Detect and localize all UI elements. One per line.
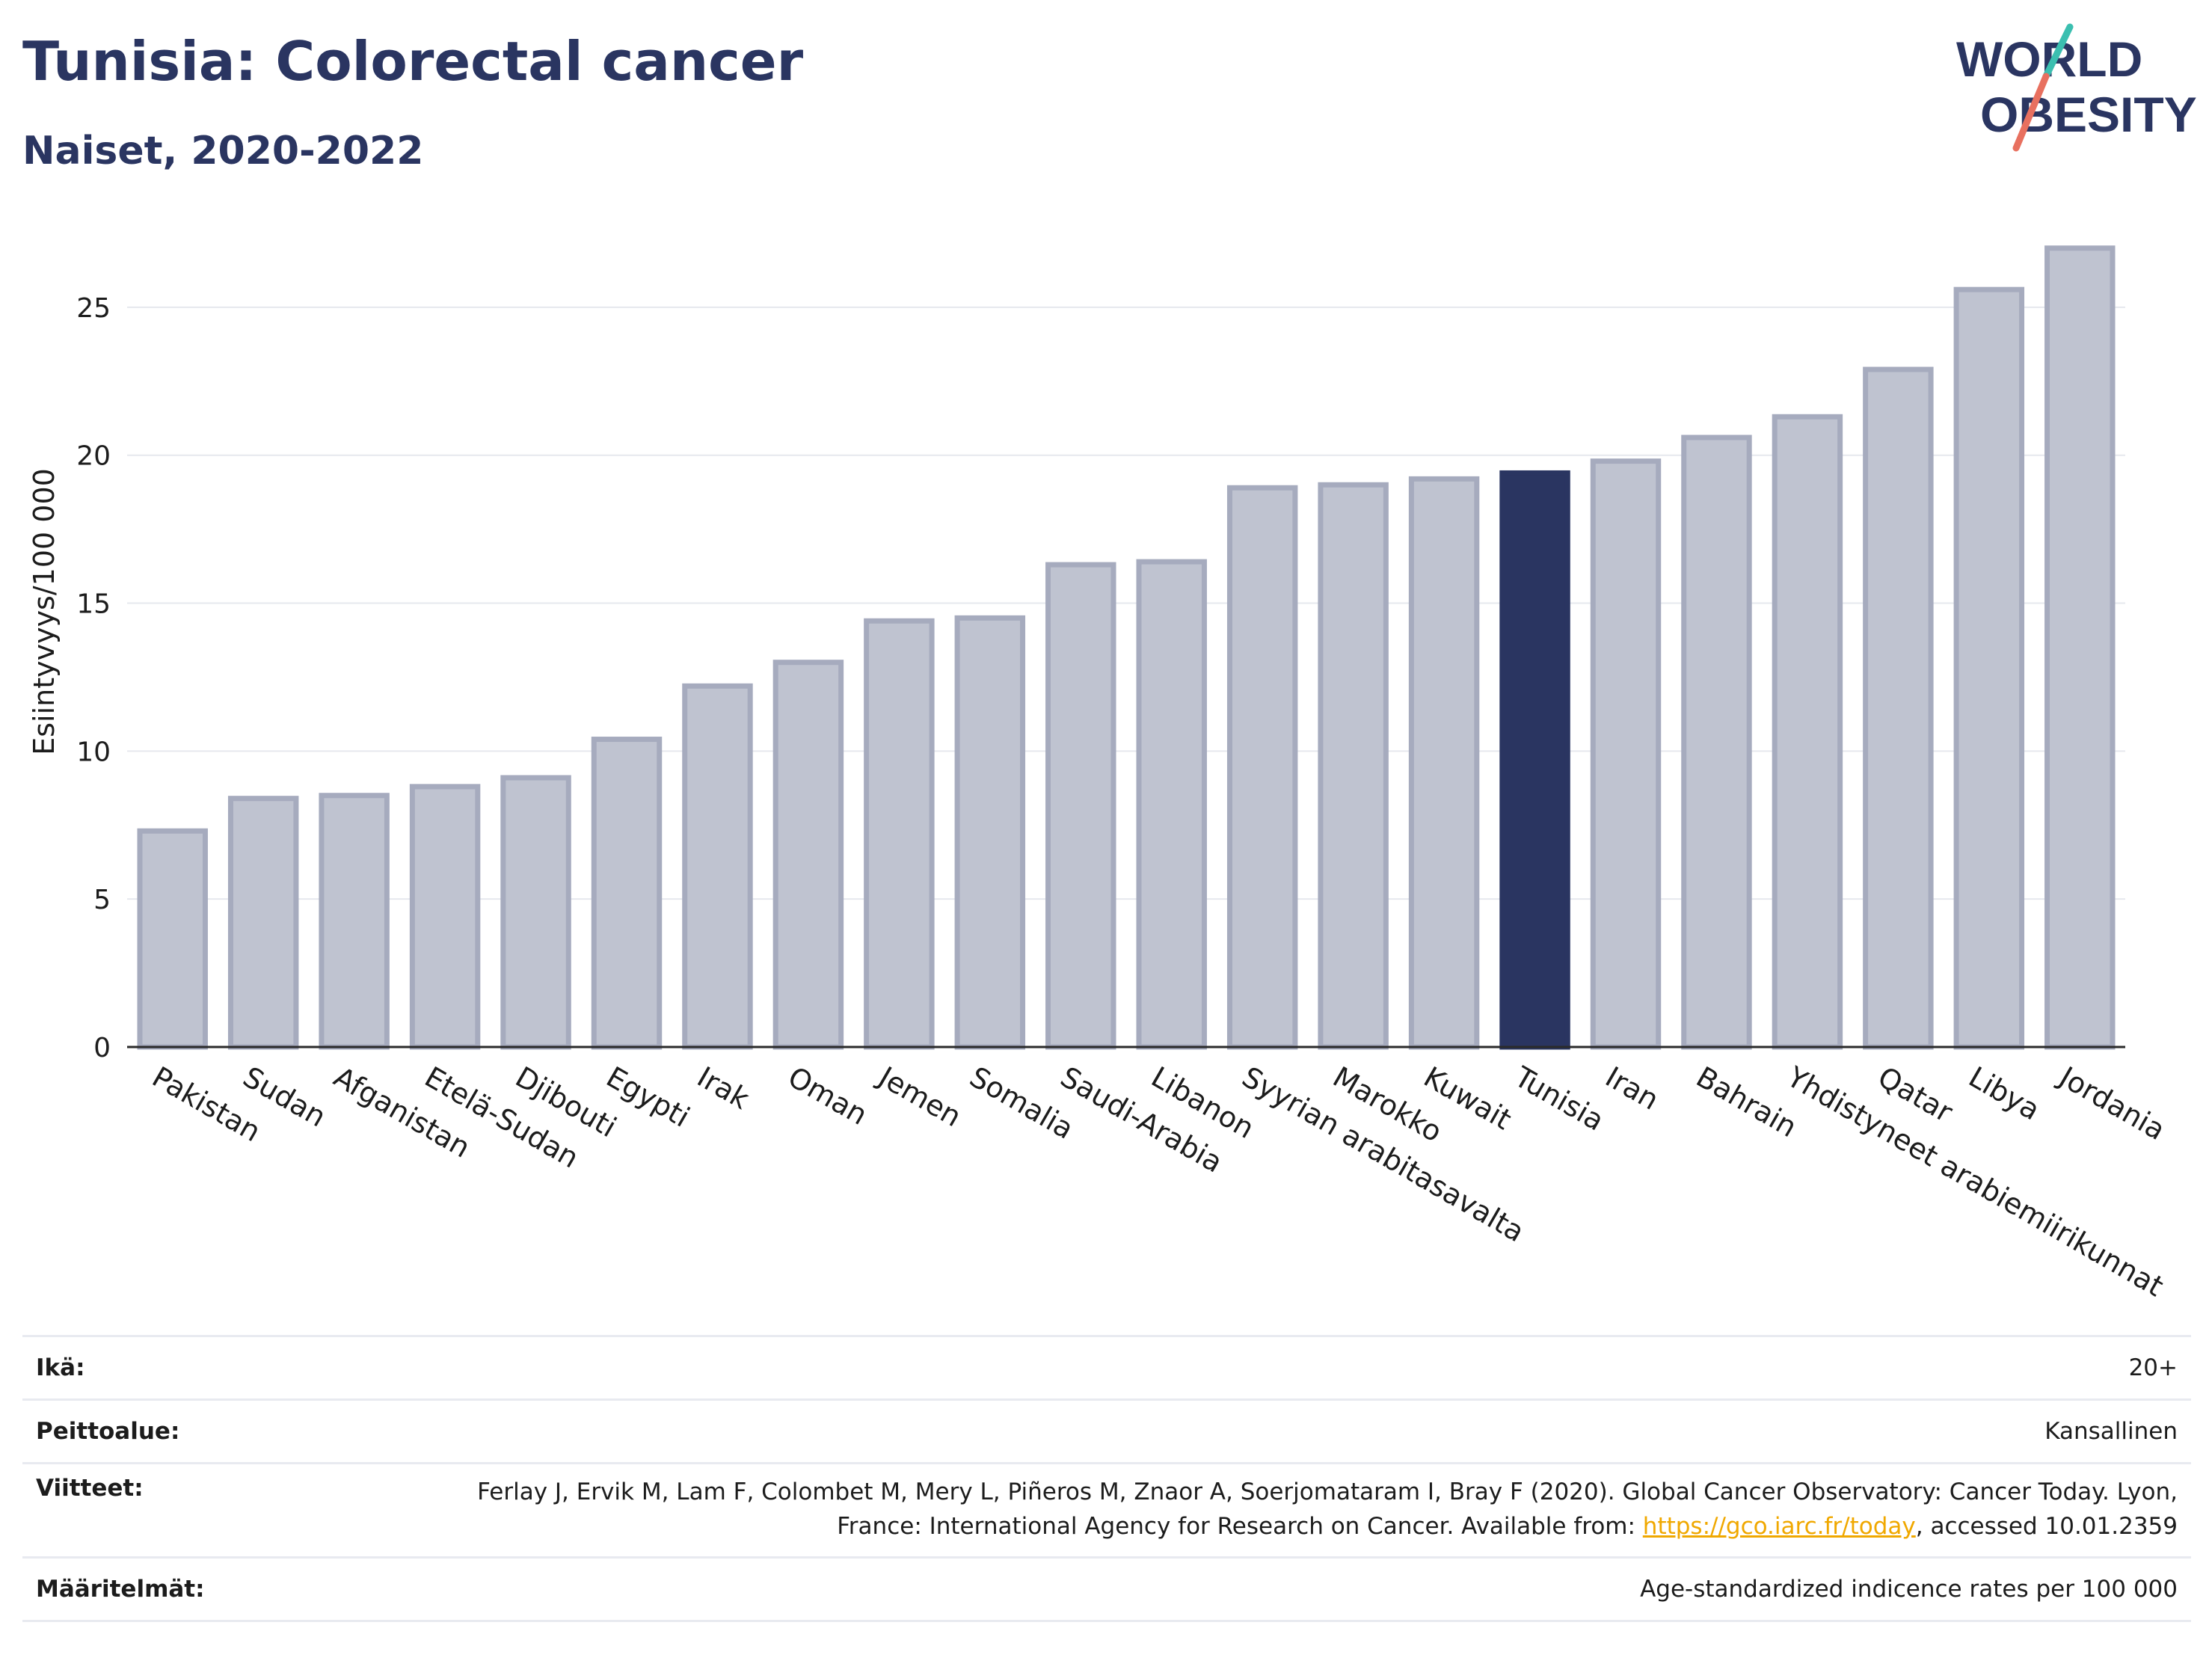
y-tick-label: 20 (76, 441, 111, 472)
bar-tunisia[interactable] (1499, 470, 1570, 1050)
x-tick-label: Jemen (872, 1060, 967, 1134)
bar-irak[interactable] (682, 683, 753, 1050)
y-tick-label: 15 (76, 589, 111, 620)
bar-pakistan[interactable] (137, 828, 208, 1050)
x-tick-label: Jordania (2053, 1060, 2171, 1146)
x-tick-label: Tunisia (1508, 1060, 1609, 1137)
x-tick-label: Irak (692, 1060, 755, 1116)
bar-chart: 0510152025PakistanSudanAfganistanEtelä-S… (28, 245, 2171, 1303)
bar-kuwait[interactable] (1408, 476, 1480, 1050)
x-tick-label: Oman (782, 1060, 873, 1132)
y-axis-label: Esiintyvyys/100 000 (28, 468, 61, 755)
bar-libanon[interactable] (1136, 559, 1207, 1050)
logo-line2: OBESITY (1980, 87, 2197, 142)
meta-label: Peittoalue: (36, 1418, 180, 1445)
logo-slash-bottom (2012, 73, 2050, 152)
y-tick-label: 25 (76, 293, 111, 324)
world-obesity-logo: WORLD OBESITY (1956, 23, 2197, 152)
meta-row-age: Ikä: 20+ (22, 1335, 2191, 1398)
y-tick-label: 0 (93, 1033, 111, 1063)
bar-oman[interactable] (772, 660, 844, 1050)
bar-djibouti[interactable] (500, 775, 571, 1050)
reference-accessed: , accessed 10.01.2359 (1915, 1513, 2178, 1540)
bar-qatar[interactable] (1863, 366, 1934, 1050)
bar-jordania[interactable] (2044, 245, 2116, 1050)
y-tick-label: 10 (76, 737, 111, 767)
chart-title: Tunisia: Colorectal cancer (22, 30, 804, 93)
meta-row-references: Viitteet: Ferlay J, Ervik M, Lam F, Colo… (22, 1462, 2191, 1556)
bar-yhdistyneet-arabiemiirikunnat[interactable] (1772, 414, 1843, 1050)
bar-afganistan[interactable] (319, 793, 390, 1050)
bar-marokko[interactable] (1318, 482, 1389, 1050)
bar-etelä-sudan[interactable] (409, 784, 481, 1050)
x-tick-label: Somalia (964, 1060, 1079, 1146)
x-tick-label: Bahrain (1691, 1060, 1802, 1144)
bar-bahrain[interactable] (1681, 435, 1752, 1050)
metadata-table: Ikä: 20+ Peittoalue: Kansallinen Viittee… (22, 1335, 2191, 1622)
meta-value: Kansallinen (2044, 1418, 2178, 1445)
logo-line1: WORLD (1956, 31, 2142, 87)
bar-saudi-arabia[interactable] (1045, 562, 1116, 1050)
bar-syyrian-arabitasavalta[interactable] (1226, 485, 1298, 1050)
bar-sudan[interactable] (227, 796, 299, 1050)
meta-label: Ikä: (36, 1354, 85, 1381)
x-tick-label: Libya (1963, 1060, 2045, 1127)
axes: 0510152025PakistanSudanAfganistanEtelä-S… (76, 293, 2171, 1303)
bar-libya[interactable] (1953, 286, 2025, 1050)
bar-iran[interactable] (1590, 458, 1662, 1050)
meta-row-coverage: Peittoalue: Kansallinen (22, 1398, 2191, 1462)
bar-somalia[interactable] (954, 615, 1026, 1050)
chart-subtitle: Naiset, 2020-2022 (22, 129, 424, 174)
reference-link[interactable]: https://gco.iarc.fr/today (1642, 1513, 1916, 1540)
y-tick-label: 5 (93, 885, 111, 915)
bars (137, 245, 2116, 1050)
meta-label: Määritelmät: (36, 1576, 205, 1603)
logo-slash-top (2042, 23, 2074, 80)
meta-label: Viitteet: (36, 1475, 144, 1502)
reference-text: Ferlay J, Ervik M, Lam F, Colombet M, Me… (477, 1479, 2178, 1540)
meta-value: Age-standardized indicence rates per 100… (1640, 1576, 2178, 1603)
meta-row-definitions: Määritelmät: Age-standardized indicence … (22, 1556, 2191, 1622)
bar-jemen[interactable] (864, 618, 935, 1050)
bar-egypti[interactable] (591, 737, 663, 1050)
meta-value: Ferlay J, Ervik M, Lam F, Colombet M, Me… (458, 1475, 2191, 1544)
meta-value: 20+ (2128, 1354, 2178, 1381)
